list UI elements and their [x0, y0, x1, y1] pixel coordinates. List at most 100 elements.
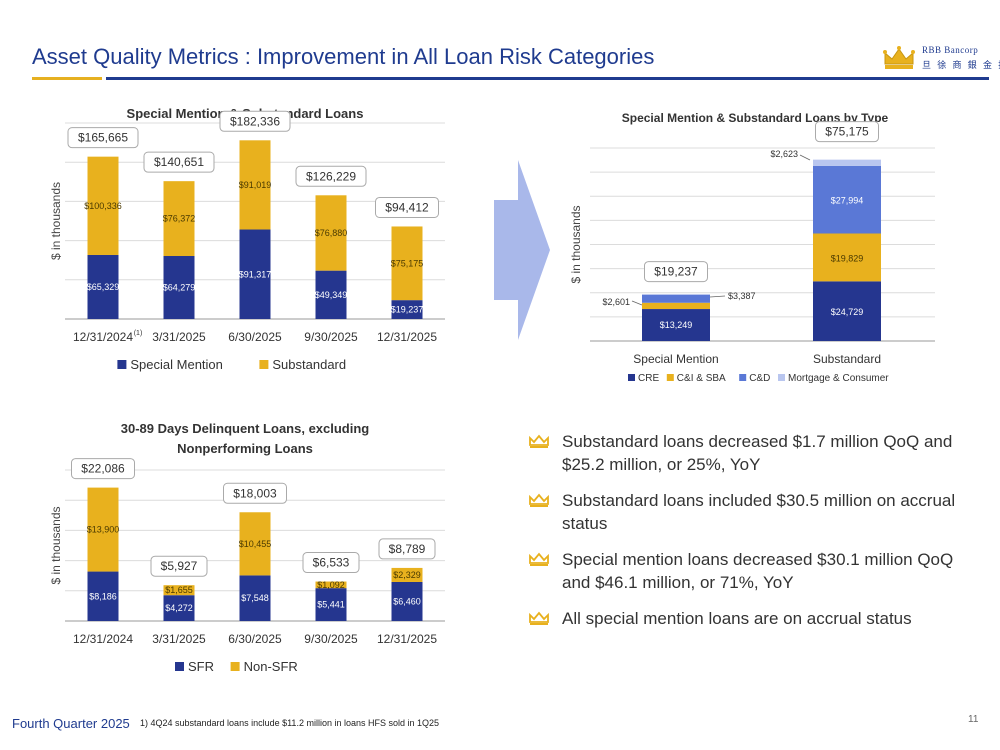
total-label-box [378, 538, 436, 560]
legend-swatch [739, 374, 747, 381]
bar-c-i-sba [813, 233, 881, 282]
data-label: $27,994 [831, 196, 864, 206]
total-label: $94,412 [385, 200, 429, 214]
data-label: $100,336 [84, 201, 122, 211]
bar-c-d [642, 294, 710, 303]
chart-title: Nonperforming Loans [177, 441, 313, 456]
data-label: $64,279 [163, 283, 196, 293]
total-label-box [375, 196, 439, 218]
x-tick-label: Special Mention [633, 352, 718, 366]
total-label-box [71, 458, 135, 480]
data-label: $7,548 [241, 593, 269, 603]
leader-line [631, 300, 643, 306]
x-tick-label: 12/31/2025 [377, 632, 437, 646]
page-title: Asset Quality Metrics : Improvement in A… [32, 44, 655, 69]
crown-bullet-icon [529, 552, 549, 566]
bar-non-sfr [163, 585, 195, 596]
data-label: $91,019 [239, 180, 272, 190]
total-label-box [223, 482, 287, 504]
x-tick-superscript: (1) [134, 330, 143, 337]
crown-logo-icon [883, 46, 915, 69]
bar-non-sfr [315, 581, 347, 589]
data-label: $24,729 [831, 307, 864, 317]
legend-swatch [259, 360, 269, 369]
y-axis-label: $ in thousands [49, 506, 63, 584]
data-label: $5,441 [317, 600, 345, 610]
data-label: $8,186 [89, 591, 117, 601]
x-tick-label: 6/30/2025 [228, 632, 282, 646]
x-tick-label: 9/30/2025 [304, 330, 358, 344]
bar-c-d [813, 165, 881, 234]
bar-special-mention [163, 256, 195, 319]
footer-quarter: Fourth Quarter 2025 [12, 716, 130, 731]
total-label: $75,175 [825, 125, 869, 139]
legend-label: Non-SFR [244, 659, 298, 674]
total-label: $5,927 [161, 559, 198, 573]
total-label-box [150, 555, 208, 577]
key-points-list: Substandard loans decreased $1.7 million… [528, 430, 968, 643]
total-label: $126,229 [306, 169, 356, 183]
x-tick-label: 3/31/2025 [152, 632, 206, 646]
bar-substandard [163, 181, 195, 257]
chart-title: 30-89 Days Delinquent Loans, excluding [121, 421, 370, 436]
total-label-box [219, 110, 291, 132]
bar-special-mention [239, 229, 271, 319]
total-label: $182,336 [230, 114, 280, 128]
y-axis-label: $ in thousands [569, 205, 583, 283]
footnote: 1) 4Q24 substandard loans include $11.2 … [140, 718, 440, 728]
bar-sfr [315, 588, 347, 621]
bullet-text: Substandard loans decreased $1.7 million… [562, 432, 953, 474]
bullet-text: All special mention loans are on accrual… [562, 609, 912, 628]
data-label: $19,829 [831, 253, 864, 263]
legend-label: Mortgage & Consumer [788, 373, 889, 384]
legend-swatch [175, 662, 184, 671]
legend-swatch [778, 374, 785, 381]
leader-line [799, 154, 811, 161]
data-label: $75,175 [391, 258, 424, 268]
bar-special-mention [87, 254, 119, 319]
legend-label: Substandard [272, 357, 346, 372]
total-label-box [302, 552, 360, 574]
x-tick-label: 6/30/2025 [228, 330, 282, 344]
total-label-box [644, 261, 708, 283]
crown-bullet-icon [529, 611, 549, 625]
data-label: $2,623 [770, 149, 798, 159]
data-label: $2,329 [393, 570, 421, 580]
total-label: $6,533 [313, 556, 350, 570]
title-underline-gold [32, 77, 102, 80]
data-label: $6,460 [393, 596, 421, 606]
legend-swatch [666, 374, 674, 381]
total-label: $140,651 [154, 155, 204, 169]
bar-cre [813, 281, 881, 341]
bar-sfr [391, 581, 423, 621]
x-tick-label: 12/31/2025 [377, 330, 437, 344]
legend-swatch [230, 662, 240, 671]
x-tick-label: 12/31/2024 [73, 330, 133, 344]
bullet-text: Substandard loans included $30.5 million… [562, 491, 956, 533]
data-label: $1,092 [317, 580, 345, 590]
legend-label: Special Mention [130, 357, 223, 372]
crown-bullet-icon [529, 493, 549, 507]
bar-sfr [163, 595, 195, 621]
x-tick-label: Substandard [813, 352, 881, 366]
bar-substandard [391, 226, 423, 301]
data-label: $13,900 [87, 525, 120, 535]
data-label: $4,272 [165, 603, 193, 613]
crown-bullet-icon [529, 434, 549, 448]
legend-label: C&D [749, 373, 770, 384]
data-label: $76,880 [315, 228, 348, 238]
data-label: $19,237 [391, 305, 424, 315]
bar-c-i-sba [642, 302, 710, 310]
legend-swatch [117, 360, 127, 369]
legend-swatch [628, 374, 635, 381]
bullet-item: Special mention loans decreased $30.1 mi… [528, 548, 968, 594]
total-label-box [143, 151, 215, 173]
special-mention-substandard-chart: Special Mention & Substandard Loans$ in … [49, 106, 445, 372]
bar-special-mention [315, 270, 347, 319]
bar-special-mention [391, 300, 423, 319]
bar-non-sfr [239, 512, 271, 576]
y-axis-label: $ in thousands [49, 182, 63, 260]
bar-cre [642, 309, 710, 341]
data-label: $1,655 [165, 585, 193, 595]
data-label: $65,329 [87, 282, 120, 292]
